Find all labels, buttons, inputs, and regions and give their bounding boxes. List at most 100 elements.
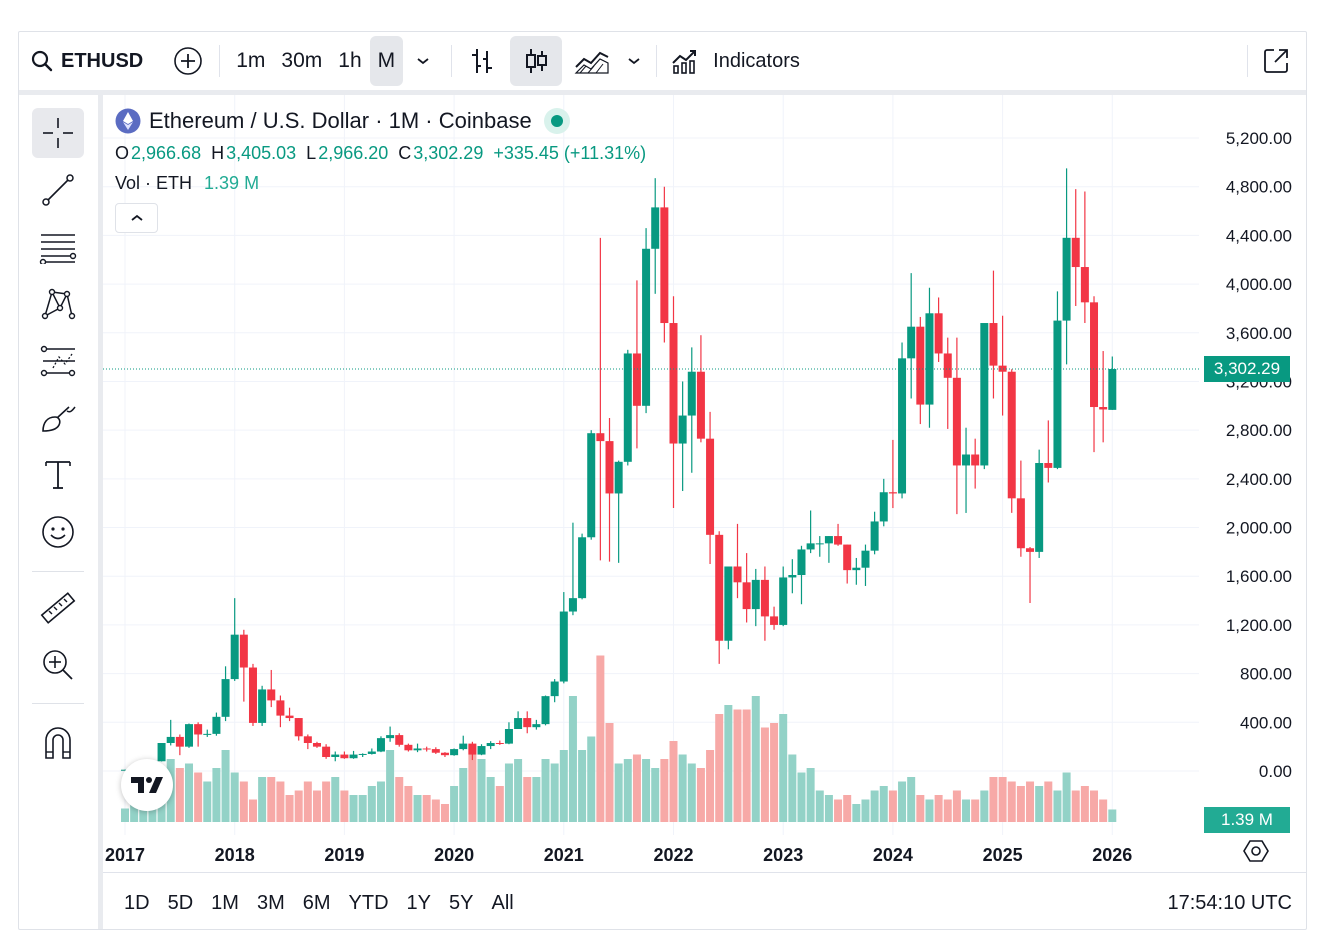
fib-retracement-tool[interactable] — [32, 222, 84, 272]
range-1y-button[interactable]: 1Y — [406, 891, 432, 914]
volume-bar — [1044, 781, 1053, 822]
volume-bar — [514, 759, 523, 822]
candle-body — [477, 746, 486, 755]
legend-collapse-button[interactable] — [115, 203, 158, 233]
candle-body — [495, 743, 504, 745]
volume-bar — [322, 781, 331, 822]
volume-bar — [898, 781, 907, 822]
candle-body — [358, 753, 367, 755]
area-style-icon — [574, 51, 609, 74]
candle-body — [322, 746, 331, 758]
forecast-tool[interactable] — [32, 336, 84, 386]
volume-bar — [943, 799, 952, 822]
emoji-tool[interactable] — [32, 507, 84, 557]
brush-tool[interactable] — [32, 393, 84, 443]
candle-body — [1071, 237, 1080, 268]
candle-style-button[interactable] — [510, 36, 563, 86]
trend-line-tool[interactable] — [32, 165, 84, 215]
tradingview-logo[interactable] — [121, 759, 173, 811]
x-axis-label: 2022 — [653, 845, 693, 865]
clock[interactable]: 17:54:10 UTC — [1167, 891, 1292, 914]
candle-body — [248, 667, 257, 723]
market-status-badge[interactable] — [543, 108, 570, 134]
volume-bar — [770, 723, 779, 822]
candle-body — [834, 536, 843, 545]
range-3m-button[interactable]: 3M — [256, 891, 285, 914]
style-dropdown-button[interactable] — [616, 38, 652, 84]
candle-body — [422, 748, 431, 750]
candle-body — [1053, 320, 1062, 468]
volume-bar — [998, 777, 1007, 822]
magnet-tool[interactable] — [32, 717, 84, 767]
open-external-icon — [1264, 49, 1288, 73]
candle-body — [898, 358, 907, 494]
volume-bar — [824, 795, 833, 822]
candle-body — [568, 598, 577, 612]
compare-button[interactable] — [173, 38, 203, 84]
candle-body — [367, 751, 376, 754]
volume-bar — [980, 790, 989, 822]
range-6m-button[interactable]: 6M — [302, 891, 331, 914]
candle-body — [212, 716, 221, 734]
candle-body — [952, 377, 961, 466]
pattern-icon — [41, 288, 76, 320]
range-ytd-button[interactable]: YTD — [348, 891, 389, 914]
candle-body — [523, 718, 532, 728]
y-axis-label: 5,200.00 — [1226, 129, 1292, 148]
volume-bar — [907, 777, 916, 822]
bar-style-button[interactable] — [460, 38, 504, 84]
price-chart[interactable]: 5,200.00 4,800.00 4,400.00 4,000.00 3,600.00… — [103, 95, 1307, 872]
volume-bar — [331, 777, 340, 822]
candle-body — [724, 566, 733, 641]
legend-title-row: Ethereum / U.S. Dollar · 1M · Coinbase — [115, 104, 656, 138]
open-external-button[interactable] — [1256, 38, 1296, 84]
candle-body — [459, 743, 468, 750]
candle-body — [907, 326, 916, 359]
range-5d-button[interactable]: 5D — [167, 891, 194, 914]
range-5y-button[interactable]: 5Y — [449, 891, 474, 914]
candle-body — [578, 537, 587, 599]
interval-30m-button[interactable]: 30m — [281, 49, 323, 72]
x-axis-label: 2023 — [763, 845, 803, 865]
area-style-button[interactable] — [568, 38, 616, 84]
zoom-in-tool[interactable] — [32, 640, 84, 690]
ethereum-logo-icon — [115, 108, 141, 134]
measure-tool[interactable] — [32, 583, 84, 633]
candle-body — [303, 736, 312, 744]
range-1d-button[interactable]: 1D — [124, 891, 150, 914]
open-label: O — [115, 142, 130, 163]
candle-body — [267, 689, 276, 701]
volume-bar — [312, 790, 321, 822]
volume-bar — [395, 777, 404, 822]
range-all-button[interactable]: All — [491, 891, 514, 914]
candle-body — [413, 748, 422, 751]
interval-1h-button[interactable]: 1h — [338, 49, 362, 72]
volume-bar — [696, 768, 705, 822]
volume-bar — [852, 804, 861, 822]
volume-bar — [632, 754, 641, 822]
volume-bar — [532, 777, 541, 822]
settings-gear-icon[interactable] — [1243, 838, 1269, 864]
crosshair-tool[interactable] — [32, 108, 84, 158]
pattern-tool[interactable] — [32, 279, 84, 329]
volume-bar — [934, 795, 943, 822]
interval-dropdown-button[interactable] — [403, 38, 443, 84]
interval-1m-button[interactable]: 1m — [236, 49, 266, 72]
bottom-separator — [103, 872, 1306, 873]
volume-bar — [651, 768, 660, 822]
candle-body — [779, 577, 788, 625]
candle-body — [706, 438, 715, 535]
candle-body — [614, 461, 623, 494]
interval-month-button[interactable]: M — [369, 36, 404, 86]
range-1m-button[interactable]: 1M — [211, 891, 239, 914]
candle-body — [440, 752, 449, 756]
candle-body — [376, 738, 385, 752]
candle-body — [294, 718, 303, 737]
symbol-search-button[interactable]: ETHUSD — [31, 38, 143, 84]
volume-bar — [687, 763, 696, 822]
text-tool[interactable] — [32, 450, 84, 500]
x-axis-label: 2024 — [873, 845, 913, 865]
indicators-button[interactable]: Indicators — [671, 38, 800, 84]
x-axis-label: 2025 — [983, 845, 1023, 865]
candle-body — [861, 550, 870, 568]
